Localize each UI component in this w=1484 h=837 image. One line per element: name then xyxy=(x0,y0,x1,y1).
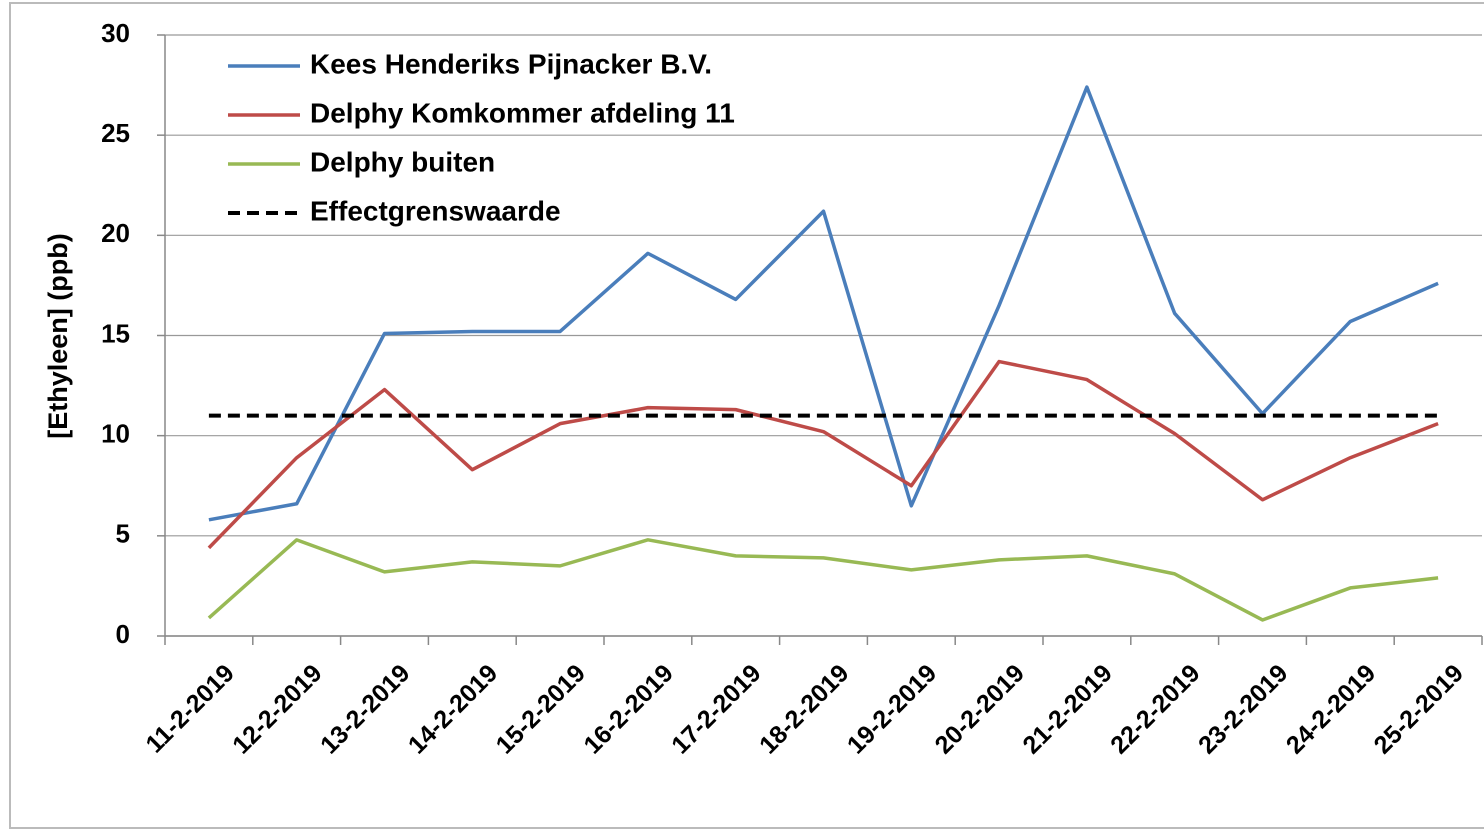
x-tick-label: 23-2-2019 xyxy=(1193,659,1293,759)
y-tick-label: 10 xyxy=(101,419,130,449)
series-line xyxy=(207,359,1439,550)
legend-label: Delphy Komkommer afdeling 11 xyxy=(310,97,735,128)
x-tick-label: 21-2-2019 xyxy=(1017,659,1117,759)
x-tick-label: 18-2-2019 xyxy=(754,659,854,759)
series-line xyxy=(208,85,1439,522)
series-line xyxy=(207,538,1439,622)
x-tick-label: 22-2-2019 xyxy=(1105,659,1205,759)
x-tick-label: 17-2-2019 xyxy=(666,659,766,759)
x-tick-label: 12-2-2019 xyxy=(227,659,327,759)
chart-frame xyxy=(9,2,1484,829)
legend-label: Kees Henderiks Pijnacker B.V. xyxy=(310,48,712,79)
x-tick-label: 11-2-2019 xyxy=(140,659,239,758)
x-tick-label: 16-2-2019 xyxy=(578,659,678,759)
y-axis-label: [Ethyleen] (ppb) xyxy=(43,233,73,438)
y-tick-label: 0 xyxy=(116,619,130,649)
x-tick-label: 15-2-2019 xyxy=(491,659,591,759)
y-tick-label: 5 xyxy=(116,519,130,549)
y-tick-label: 30 xyxy=(101,18,130,48)
y-tick-label: 25 xyxy=(101,118,130,148)
y-tick-label: 20 xyxy=(101,218,130,248)
x-tick-label: 14-2-2019 xyxy=(403,659,503,759)
x-tick-label: 24-2-2019 xyxy=(1281,659,1381,759)
x-tick-label: 20-2-2019 xyxy=(930,659,1030,759)
x-tick-label: 13-2-2019 xyxy=(315,659,415,759)
x-tick-label: 25-2-2019 xyxy=(1369,659,1469,759)
legend-label: Delphy buiten xyxy=(310,146,495,177)
y-tick-label: 15 xyxy=(101,318,130,348)
x-tick-label: 19-2-2019 xyxy=(842,659,942,759)
legend-label: Effectgrenswaarde xyxy=(310,195,561,226)
